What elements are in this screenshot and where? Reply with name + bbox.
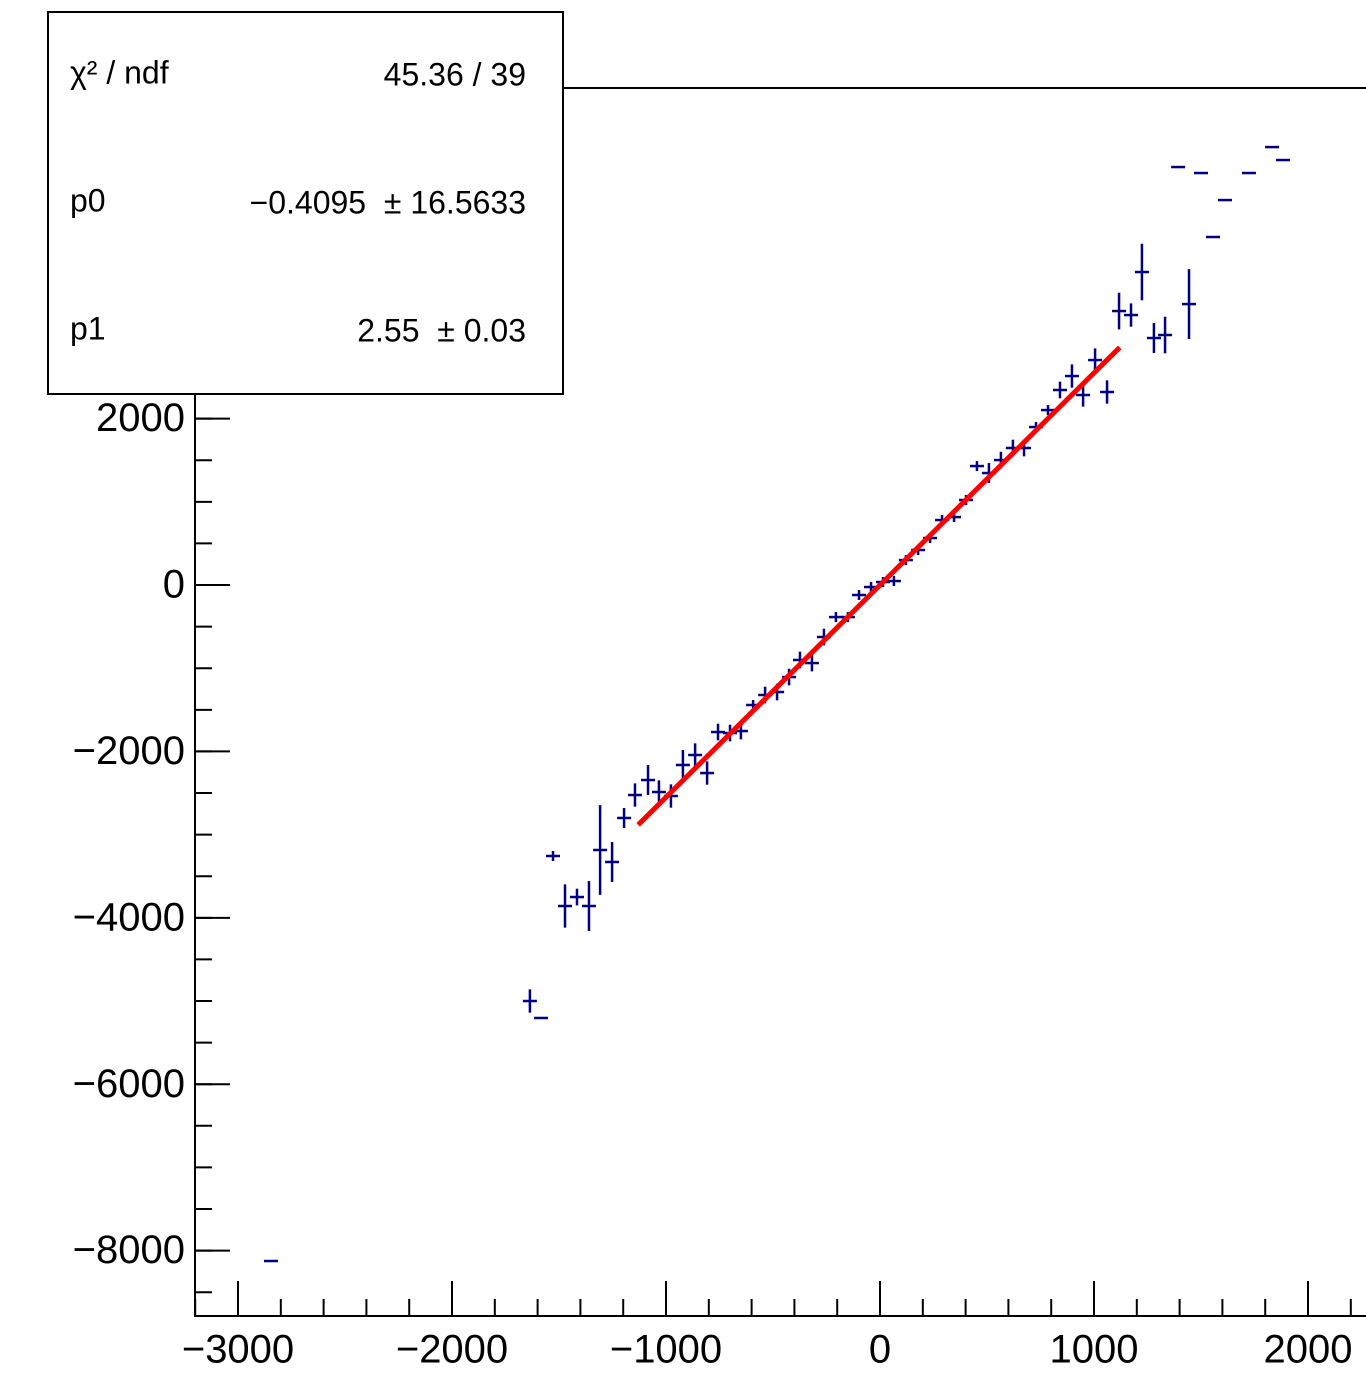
x-tick-label: 2000 <box>1264 1328 1353 1372</box>
y-tick-label: −8000 <box>73 1228 185 1272</box>
stats-label: χ² / ndf <box>70 54 169 90</box>
x-tick-label: −1000 <box>610 1328 722 1372</box>
stats-value: 45.36 / 39 <box>384 56 526 92</box>
y-tick-label: −4000 <box>73 895 185 939</box>
stats-label: p1 <box>70 310 106 346</box>
stats-box <box>47 11 564 395</box>
x-tick-label: −2000 <box>396 1328 508 1372</box>
fit-line <box>636 345 1122 827</box>
x-tick-label: 0 <box>869 1328 891 1372</box>
x-tick-label: 1000 <box>1050 1328 1139 1372</box>
stats-value: 2.55 ± 0.03 <box>357 312 526 348</box>
x-tick-label: −3000 <box>182 1328 294 1372</box>
y-tick-label: 2000 <box>96 396 185 440</box>
y-tick-label: 0 <box>163 563 185 607</box>
y-tick-label: −2000 <box>73 729 185 773</box>
y-tick-label: −6000 <box>73 1062 185 1106</box>
stats-value: −0.4095 ± 16.5633 <box>250 184 526 220</box>
plot-frame <box>194 87 1366 1317</box>
stats-label: p0 <box>70 182 106 218</box>
